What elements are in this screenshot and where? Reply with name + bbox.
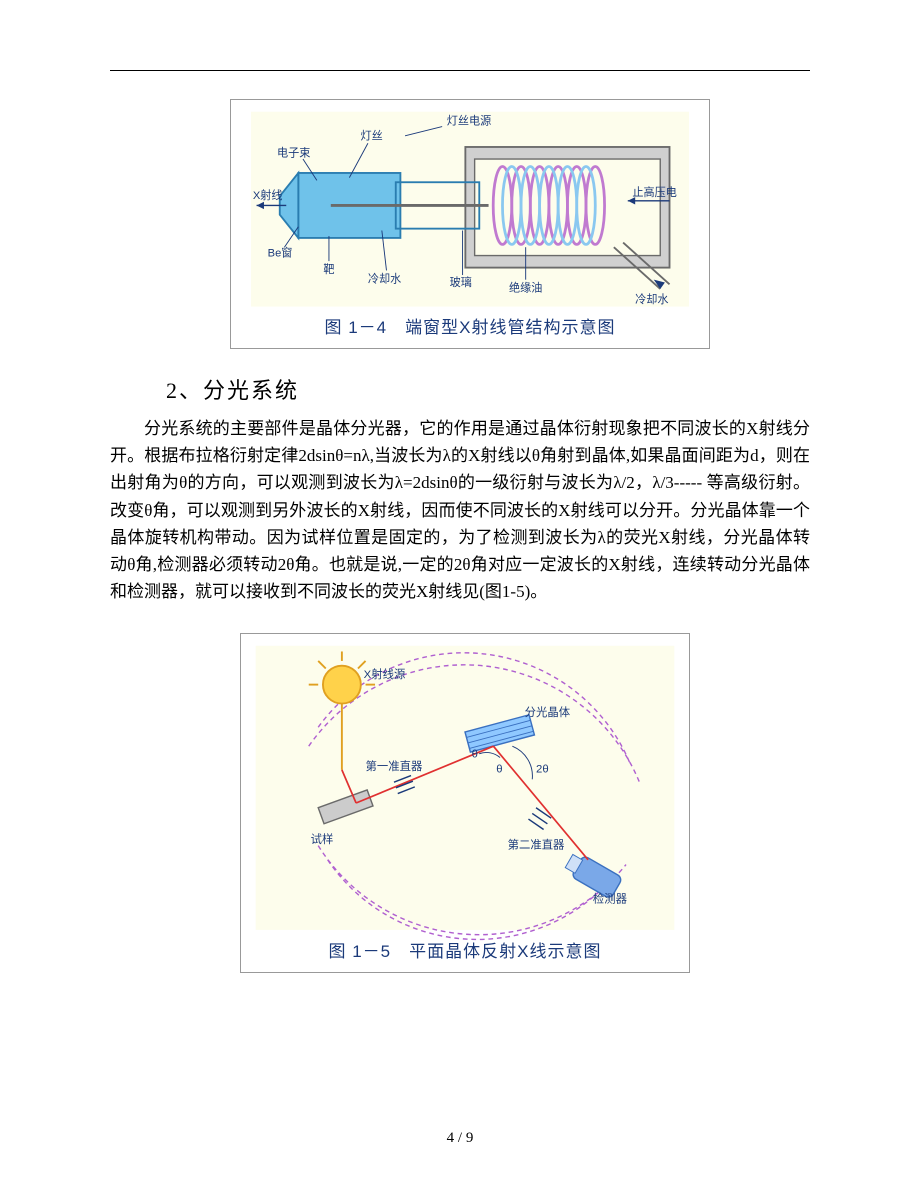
label-theta-1: θ <box>472 749 478 761</box>
label-xray-source: X射线源 <box>364 667 406 681</box>
figure-1-5-caption: 图 1－5 平面晶体反射X线示意图 <box>241 937 689 962</box>
label-filament-power: 灯丝电源 <box>447 114 492 128</box>
figure-1-4-caption: 图 1－4 端窗型X射线管结构示意图 <box>231 313 709 338</box>
page-number: 4 / 9 <box>0 1130 920 1147</box>
figure-1-5: X射线源 第一准直器 试样 分光晶体 第二准直器 检测器 θ θ 2θ 图 1－… <box>240 633 690 973</box>
label-filament: 灯丝 <box>360 130 382 143</box>
top-rule <box>110 70 810 71</box>
label-two-theta: 2θ <box>536 764 549 776</box>
label-electron-beam: 电子束 <box>277 146 310 159</box>
label-collimator2: 第二准直器 <box>508 838 565 852</box>
label-crystal: 分光晶体 <box>525 705 571 719</box>
label-collimator1: 第一准直器 <box>366 759 423 773</box>
label-sample: 试样 <box>311 832 334 846</box>
label-glass: 玻璃 <box>450 275 472 289</box>
figure-1-4: 灯丝电源 灯丝 电子束 X射线 Be窗 靶 冷却水 玻璃 绝缘油 止高压电 冷却… <box>230 99 710 349</box>
label-insulating-oil: 绝缘油 <box>509 281 542 295</box>
label-be-window: Be窗 <box>268 245 293 259</box>
label-target: 靶 <box>323 263 334 276</box>
label-cooling-right: 冷却水 <box>635 293 668 306</box>
section-paragraph-1: 分光系统的主要部件是晶体分光器，它的作用是通过晶体衍射现象把不同波长的X射线分开… <box>110 415 810 605</box>
label-theta-2: θ <box>496 764 502 776</box>
xray-tube-diagram: 灯丝电源 灯丝 电子束 X射线 Be窗 靶 冷却水 玻璃 绝缘油 止高压电 冷却… <box>239 108 701 340</box>
label-xray: X射线 <box>253 188 283 202</box>
label-hv: 止高压电 <box>632 185 677 199</box>
label-detector: 检测器 <box>593 892 628 906</box>
label-cooling-left: 冷却水 <box>368 272 401 285</box>
section-heading: 2、分光系统 <box>166 373 810 405</box>
crystal-reflection-diagram: X射线源 第一准直器 试样 分光晶体 第二准直器 检测器 θ θ 2θ <box>249 642 681 964</box>
